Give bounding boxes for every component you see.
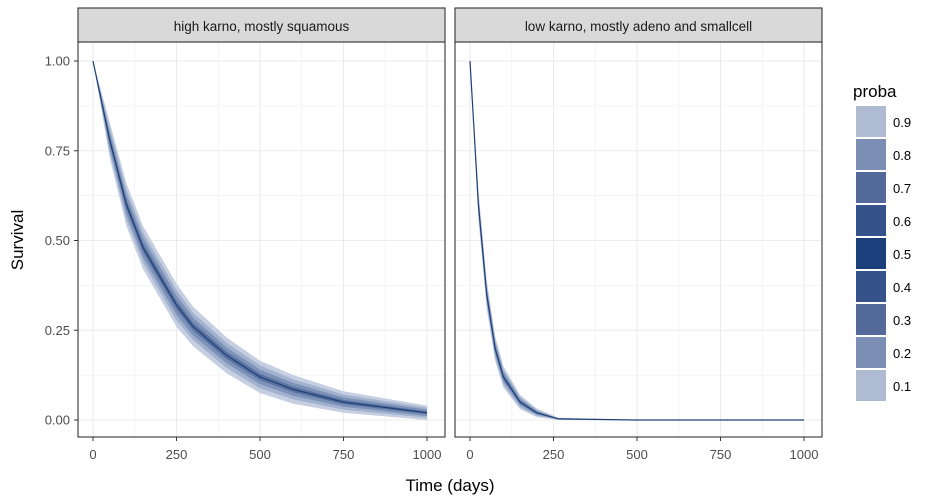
legend-key: [856, 205, 886, 236]
y-tick-label: 0.75: [45, 143, 70, 158]
legend-label: 0.5: [893, 247, 911, 262]
legend-label: 0.1: [893, 379, 911, 394]
facet-strip-label: high karno, mostly squamous: [174, 19, 350, 34]
legend-key: [856, 337, 886, 368]
legend-label: 0.8: [893, 148, 911, 163]
x-tick-label: 1000: [413, 447, 442, 462]
x-tick-label: 750: [710, 447, 732, 462]
facet-panel-1: high karno, mostly squamous 0 250 500 750 100…: [45, 7, 446, 462]
facet-strip: [454, 7, 823, 43]
x-tick-label: 0: [89, 447, 96, 462]
quantile-band-0.2-0.8: [470, 61, 804, 420]
x-tick-label: 500: [626, 447, 648, 462]
legend-label: 0.4: [893, 280, 911, 295]
legend-label: 0.6: [893, 214, 911, 229]
panel-background: [455, 42, 822, 437]
legend-key: [856, 271, 886, 302]
x-tick-label: 250: [166, 447, 188, 462]
median-survival-line: [92, 60, 428, 414]
x-tick-label: 500: [249, 447, 271, 462]
x-tick-label: 1000: [790, 447, 819, 462]
legend-label: 0.3: [893, 313, 911, 328]
facet-strip-label: low karno, mostly adeno and smallcell: [525, 19, 752, 34]
legend-key: [856, 304, 886, 335]
x-axis-title: Time (days): [405, 476, 494, 495]
legend-key: [856, 172, 886, 203]
legend-label: 0.2: [893, 346, 911, 361]
x-tick-label: 750: [333, 447, 355, 462]
legend-key: [856, 106, 886, 137]
median-survival-line: [469, 60, 804, 421]
x-tick-label: 250: [543, 447, 565, 462]
legend-label: 0.7: [893, 181, 911, 196]
facet-strip: [77, 7, 446, 43]
y-tick-label: 1.00: [45, 54, 70, 69]
legend-key: [856, 139, 886, 170]
legend-title: proba: [853, 82, 897, 101]
y-axis-title: Survival: [8, 210, 27, 270]
x-tick-label: 0: [466, 447, 473, 462]
y-tick-label: 0.25: [45, 323, 70, 338]
legend: 0.9 0.8 0.7 0.6 0.5 0.4 0.3 0.2 0.1: [856, 106, 911, 401]
legend-key: [856, 370, 886, 401]
legend-key: [856, 238, 886, 269]
y-tick-label: 0.00: [45, 413, 70, 428]
y-tick-label: 0.50: [45, 233, 70, 248]
legend-label: 0.9: [893, 115, 911, 130]
facet-panel-2: low karno, mostly adeno and smallcell 0 25…: [454, 7, 823, 462]
